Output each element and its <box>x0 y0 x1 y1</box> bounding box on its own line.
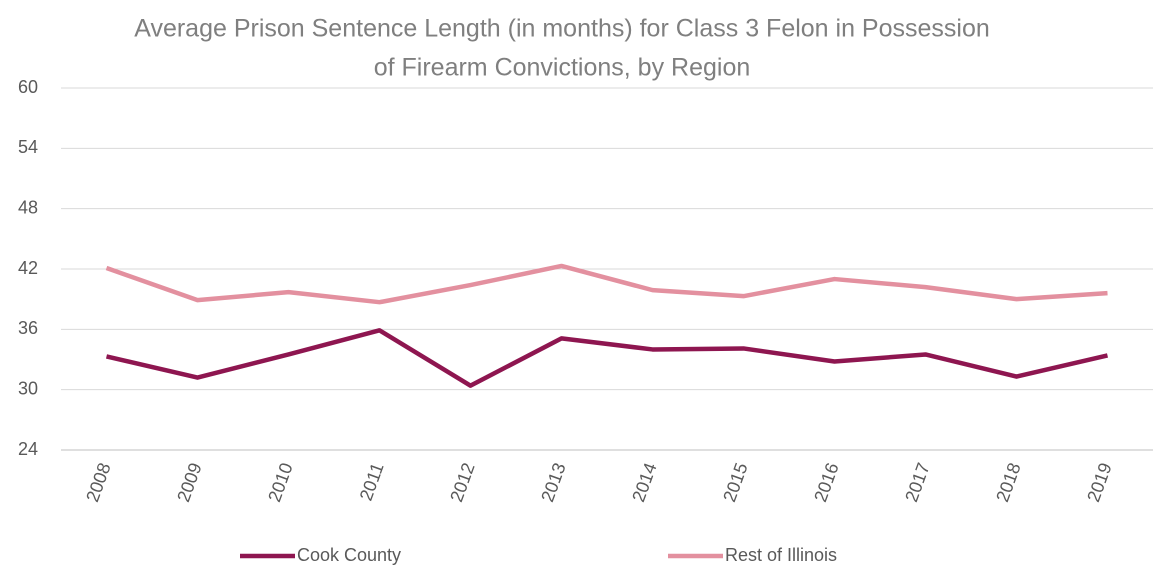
series-line <box>105 328 1109 388</box>
x-tick-label: 2008 <box>82 460 114 504</box>
x-tick-label: 2019 <box>1083 460 1115 504</box>
y-tick-label: 24 <box>18 439 38 459</box>
legend-label: Rest of Illinois <box>725 545 837 565</box>
x-tick-label: 2016 <box>810 460 842 504</box>
x-tick-label: 2017 <box>901 460 933 504</box>
x-tick-label: 2009 <box>173 460 205 504</box>
y-tick-label: 48 <box>18 197 38 217</box>
series-line <box>105 263 1108 305</box>
y-tick-label: 60 <box>18 77 38 97</box>
x-tick-label: 2018 <box>992 460 1024 504</box>
x-tick-label: 2011 <box>356 460 388 503</box>
y-tick-label: 54 <box>18 137 38 157</box>
legend-label: Cook County <box>297 545 401 565</box>
y-tick-label: 36 <box>18 318 38 338</box>
x-tick-label: 2014 <box>628 460 660 504</box>
x-tick-label: 2013 <box>537 460 569 504</box>
y-tick-label: 30 <box>18 378 38 398</box>
x-tick-label: 2015 <box>719 460 751 504</box>
chart-title: Average Prison Sentence Length (in month… <box>134 15 990 43</box>
y-tick-label: 42 <box>18 258 38 278</box>
x-tick-label: 2012 <box>446 460 478 504</box>
x-tick-label: 2010 <box>264 460 296 504</box>
chart-title: of Firearm Convictions, by Region <box>374 54 751 82</box>
